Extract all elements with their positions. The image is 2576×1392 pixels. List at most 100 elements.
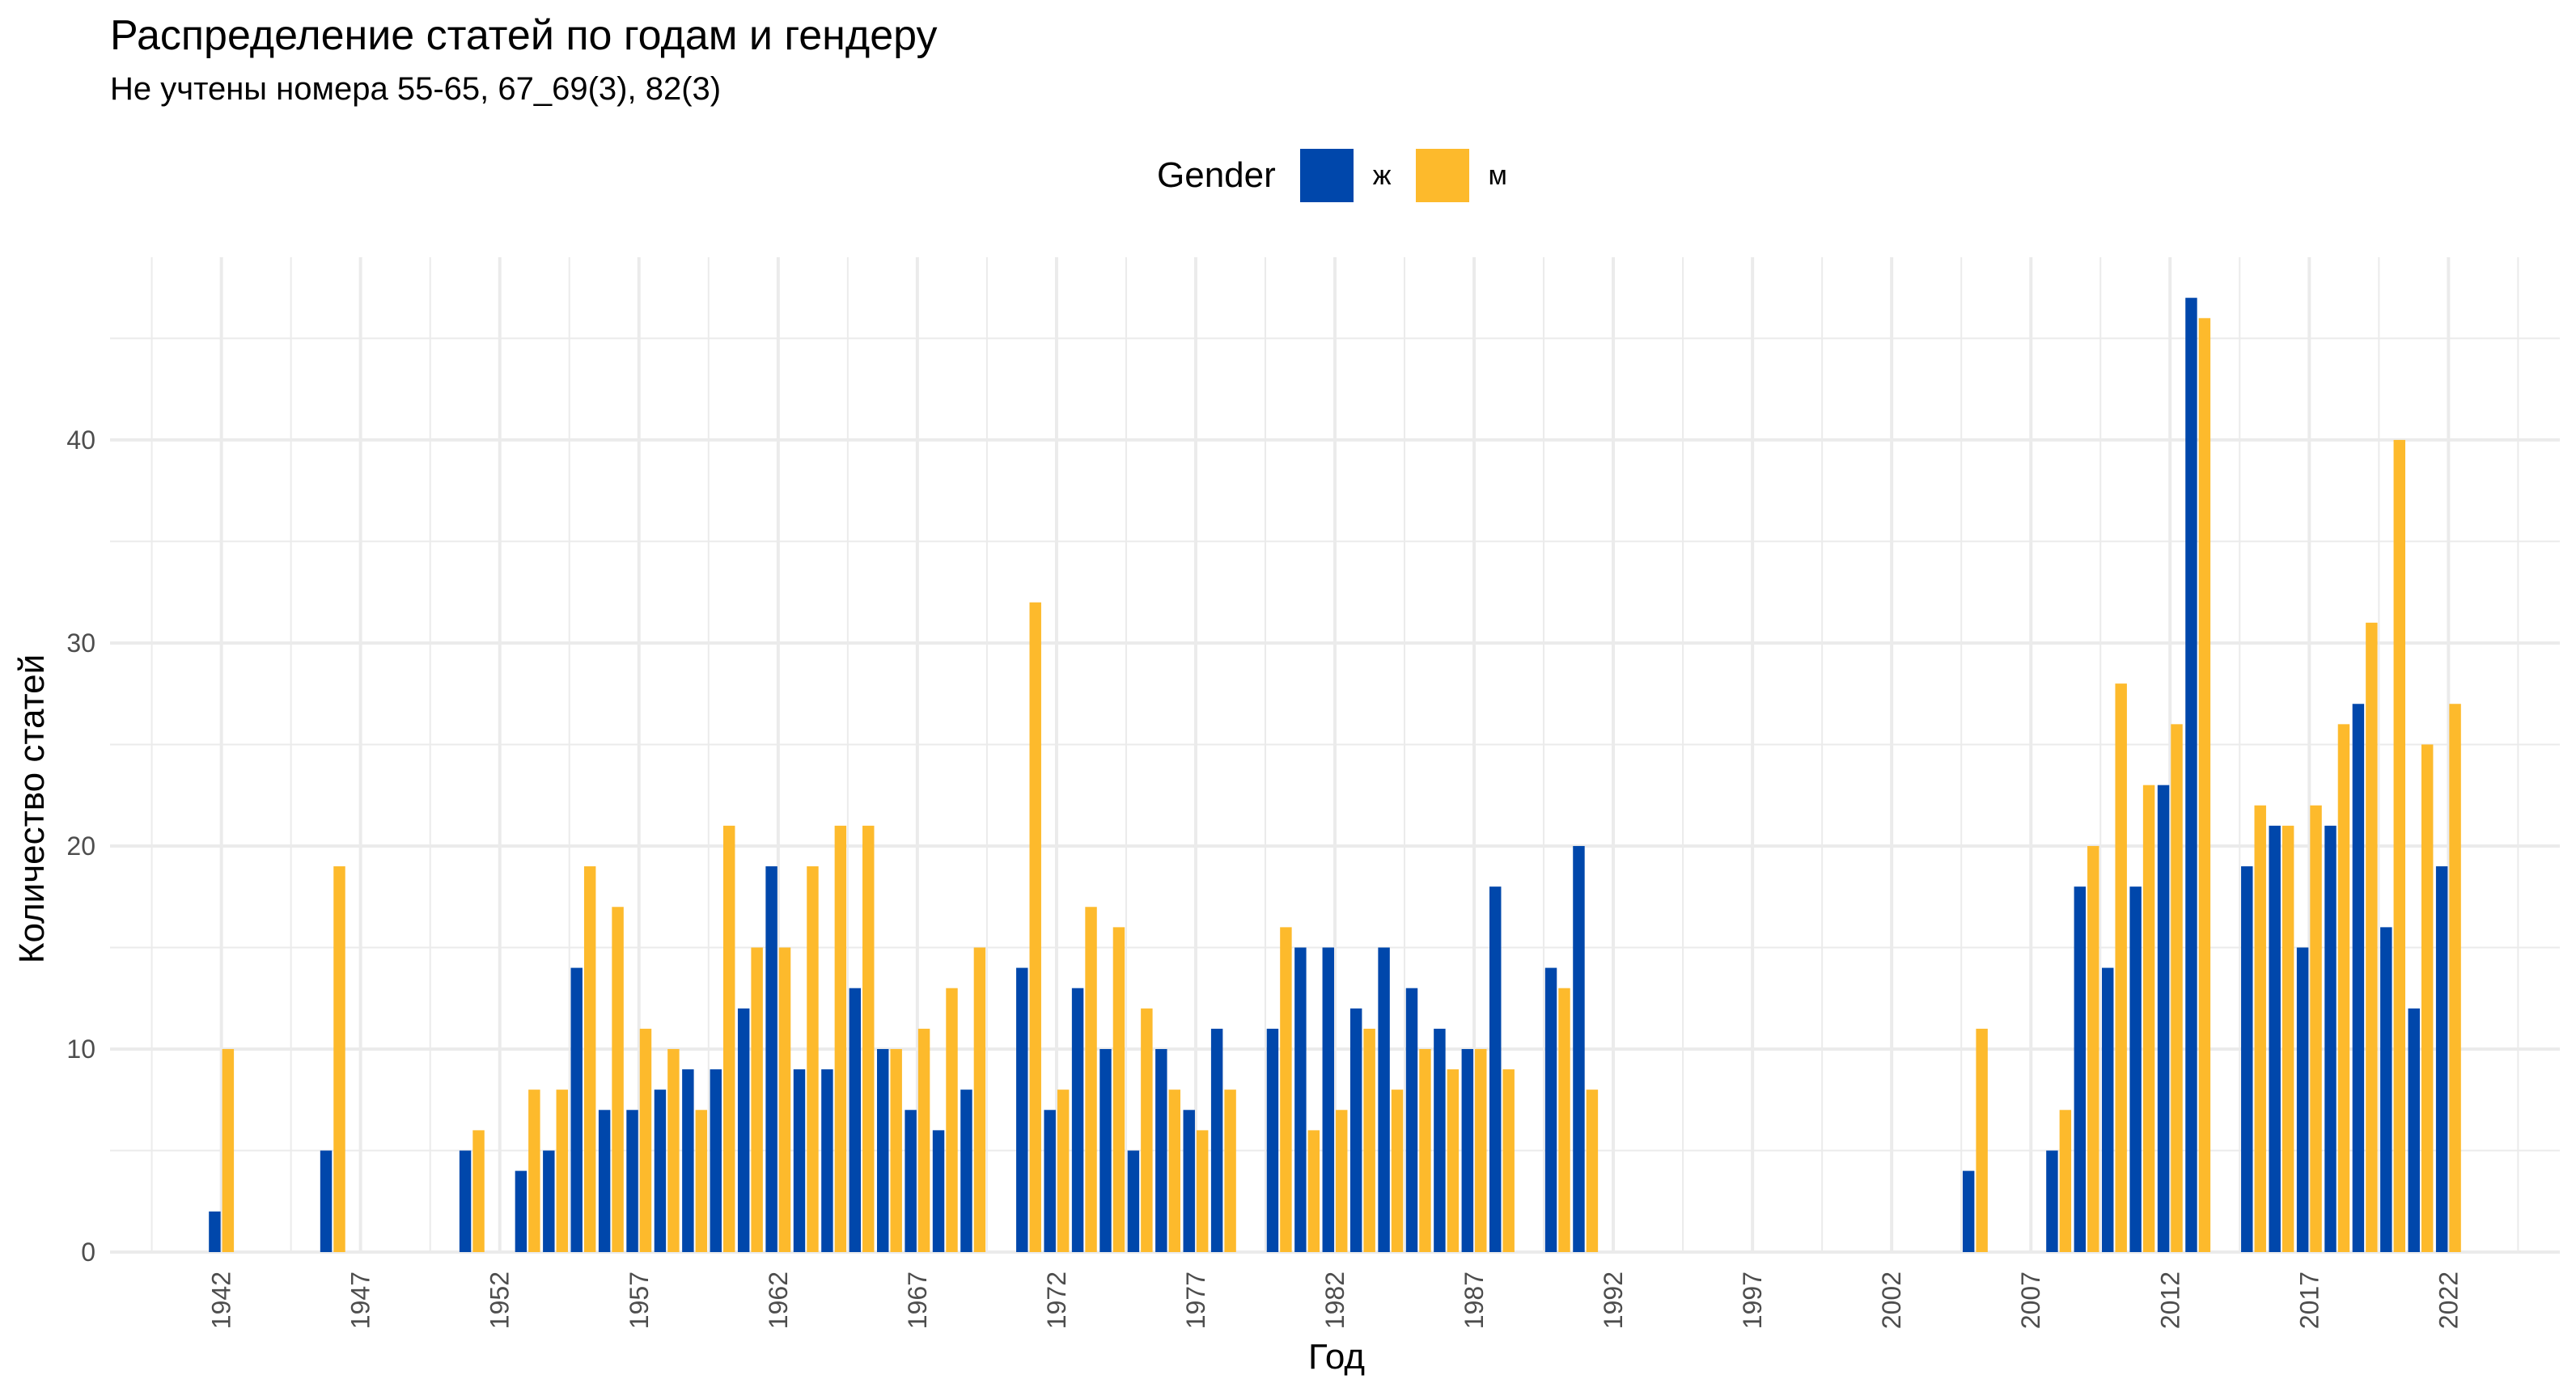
bar-female — [2296, 947, 2309, 1252]
legend-label-male: м — [1488, 159, 1507, 191]
bar-female — [793, 1069, 806, 1252]
bar-male — [583, 866, 596, 1252]
bar-female — [1322, 947, 1334, 1252]
bar-female — [1071, 988, 1084, 1252]
bar-male — [862, 825, 875, 1252]
bar-male — [2115, 683, 2127, 1252]
bar-female — [1349, 1008, 1362, 1252]
bar-female — [1294, 947, 1307, 1252]
bar-male — [667, 1048, 680, 1252]
x-tick-label: 2022 — [2434, 1271, 2463, 1329]
bar-male — [1280, 927, 1292, 1252]
y-axis-title: Количество статей — [12, 654, 52, 963]
bar-male — [1363, 1028, 1375, 1252]
bars — [209, 298, 2461, 1252]
bar-female — [1489, 886, 1502, 1252]
bar-female — [1544, 967, 1557, 1252]
bar-male — [1391, 1089, 1404, 1252]
y-tick-label: 0 — [81, 1238, 95, 1267]
bar-male — [1976, 1028, 1988, 1252]
bar-female — [2157, 785, 2170, 1252]
bar-male — [222, 1048, 235, 1252]
x-tick-label: 1977 — [1181, 1271, 1210, 1329]
legend-label-female: ж — [1372, 159, 1392, 191]
bar-male — [1112, 927, 1125, 1252]
bar-female — [2046, 1150, 2058, 1252]
x-axis-title: Год — [1308, 1337, 1365, 1377]
bar-female — [710, 1069, 722, 1252]
bar-female — [2241, 866, 2253, 1252]
bar-female — [765, 866, 777, 1252]
bar-male — [2366, 622, 2378, 1252]
y-tick-label: 30 — [66, 628, 95, 658]
bar-female — [821, 1069, 833, 1252]
bar-male — [2142, 785, 2155, 1252]
x-tick-label: 1987 — [1460, 1271, 1489, 1329]
bar-female — [849, 988, 862, 1252]
bar-male — [946, 988, 958, 1252]
bar-male — [556, 1089, 568, 1252]
bar-male — [807, 866, 819, 1252]
bar-female — [459, 1150, 472, 1252]
chart-title: Распределение статей по годам и гендеру — [110, 12, 938, 59]
bar-male — [472, 1130, 485, 1252]
x-tick-label: 2002 — [1877, 1271, 1906, 1329]
bar-male — [2087, 845, 2099, 1252]
bar-male — [1141, 1008, 1153, 1252]
bar-male — [2282, 825, 2294, 1252]
bar-female — [1183, 1110, 1195, 1252]
bar-female — [2352, 704, 2365, 1252]
bar-female — [960, 1089, 972, 1252]
bar-female — [737, 1008, 750, 1252]
bar-female — [905, 1110, 917, 1252]
bar-female — [654, 1089, 667, 1252]
bar-male — [2059, 1110, 2072, 1252]
x-tick-label: 1972 — [1042, 1271, 1071, 1329]
bar-male — [917, 1028, 930, 1252]
bar-female — [1127, 1150, 1140, 1252]
x-tick-label: 1952 — [485, 1271, 515, 1329]
bar-female — [1378, 947, 1390, 1252]
bar-female — [1016, 967, 1028, 1252]
bar-male — [1475, 1048, 1487, 1252]
bar-male — [778, 947, 791, 1252]
bar-male — [1029, 602, 1041, 1252]
bar-male — [1057, 1089, 1070, 1252]
legend-swatch-female — [1299, 149, 1354, 202]
bar-female — [2102, 967, 2114, 1252]
bar-female — [1266, 1028, 1279, 1252]
bar-male — [1558, 988, 1570, 1252]
bar-female — [1405, 988, 1418, 1252]
bar-male — [1419, 1048, 1431, 1252]
bar-male — [973, 947, 986, 1252]
bar-female — [1461, 1048, 1474, 1252]
bar-female — [320, 1150, 333, 1252]
x-tick-label: 2017 — [2294, 1271, 2324, 1329]
bar-male — [333, 866, 345, 1252]
bar-female — [626, 1110, 638, 1252]
bar-male — [1224, 1089, 1236, 1252]
bar-male — [639, 1028, 652, 1252]
x-tick-label: 2007 — [2016, 1271, 2045, 1329]
x-tick-label: 1967 — [903, 1271, 932, 1329]
bar-female — [2185, 298, 2197, 1252]
bar-male — [1586, 1089, 1599, 1252]
bar-female — [877, 1048, 889, 1252]
bar-male — [528, 1089, 540, 1252]
bar-male — [2254, 805, 2266, 1252]
x-tick-label: 2012 — [2155, 1271, 2184, 1329]
x-tick-label: 1942 — [207, 1271, 236, 1329]
bar-female — [1573, 845, 1585, 1252]
bar-male — [612, 907, 624, 1252]
bar-female — [2380, 927, 2392, 1252]
bar-female — [2435, 866, 2448, 1252]
x-axis-ticks: 1942 1947 1952 1957 1962 1967 1972 1977 1982 1987… — [207, 1271, 2464, 1329]
bar-female — [570, 967, 583, 1252]
x-tick-label: 1982 — [1320, 1271, 1349, 1329]
y-tick-label: 40 — [66, 425, 95, 455]
y-axis-ticks: 0 10 20 30 40 — [66, 425, 95, 1267]
x-tick-label: 1992 — [1599, 1271, 1628, 1329]
bar-female — [1155, 1048, 1167, 1252]
bar-female — [598, 1110, 611, 1252]
